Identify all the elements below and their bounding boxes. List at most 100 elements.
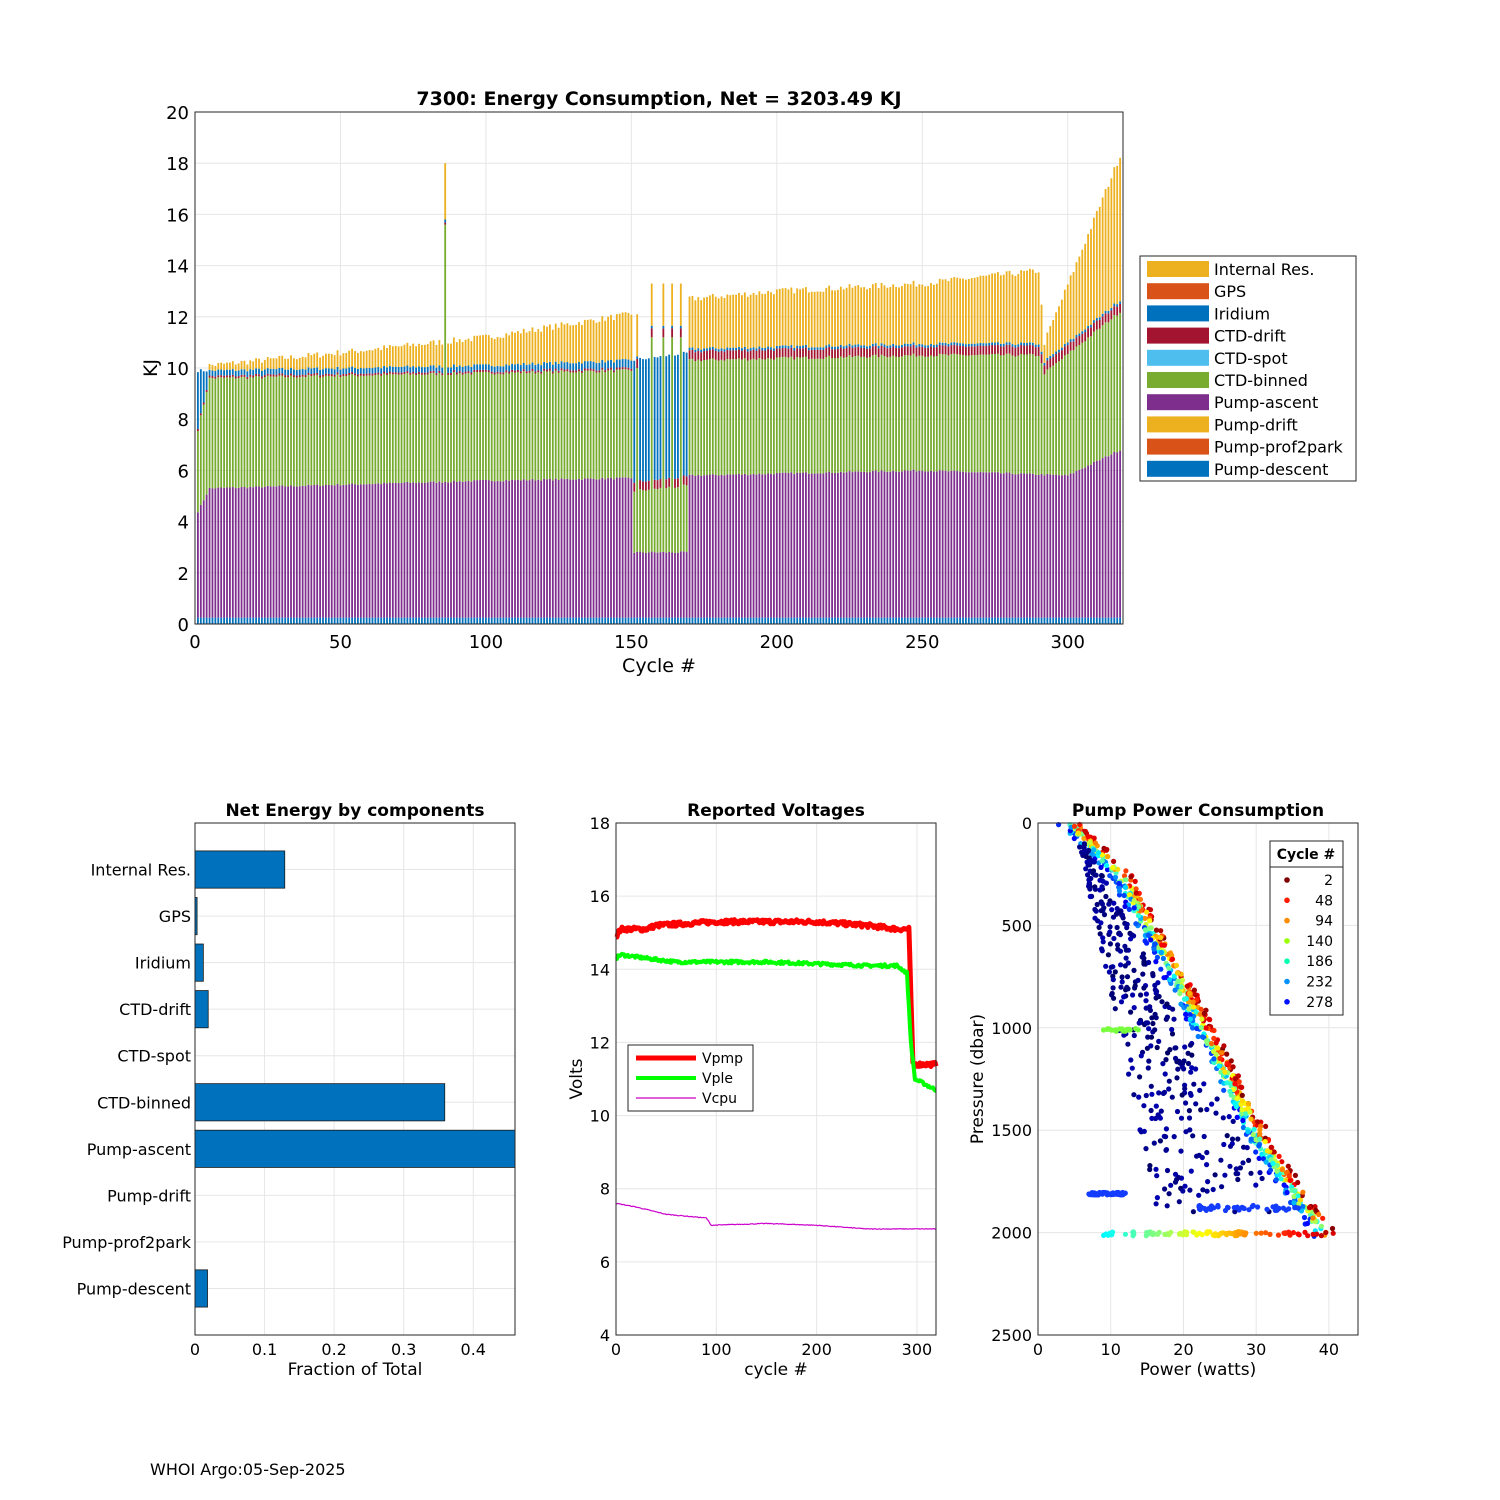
bar-ctd-drift: [999, 346, 1002, 356]
pump-scatter-point: [1081, 841, 1087, 847]
pump-xtick-label: 40: [1319, 1340, 1339, 1359]
pump-scatter-point: [1228, 1081, 1234, 1087]
pump-scatter-point: [1250, 1132, 1256, 1138]
bar-pump-descent: [252, 617, 255, 624]
bar-pump-descent: [831, 617, 833, 624]
bar-ctd-drift: [1005, 344, 1008, 354]
voltages-ytick-label: 4: [600, 1326, 610, 1345]
bar-ctd-drift: [1034, 347, 1037, 357]
bar-pump-ascent: [671, 552, 673, 618]
pump-scatter-point: [1248, 1136, 1254, 1142]
pump-scatter-point: [1224, 1080, 1230, 1086]
pump-scatter-point: [1148, 1034, 1155, 1040]
bar-ctd-drift: [985, 345, 988, 355]
bar-internal-res: [1063, 289, 1066, 344]
bar-ctd-drift: [837, 349, 839, 359]
bar-pump-ascent: [842, 472, 845, 618]
bar-iridium: [639, 357, 641, 481]
bar-iridium: [531, 362, 534, 369]
bar-pump-descent: [307, 617, 310, 624]
pump-scatter-point: [1320, 1215, 1326, 1221]
bar-internal-res: [764, 293, 767, 348]
bar-iridium: [595, 363, 598, 371]
bar-internal-res: [805, 287, 807, 345]
bar-pump-descent: [508, 617, 511, 624]
bar-iridium: [697, 348, 700, 351]
pump-scatter-point: [1240, 1124, 1246, 1131]
pump-scatter-point: [1154, 1173, 1160, 1179]
voltages-axes-box: [615, 822, 937, 1336]
pump-scatter-point: [1118, 962, 1124, 968]
bar-pump-descent: [944, 617, 947, 624]
bar-ctd-drift: [357, 374, 359, 377]
bar-internal-res: [1093, 217, 1095, 321]
components-axes-box: [194, 822, 516, 1336]
pump-scatter-point: [1112, 874, 1119, 880]
bar-pump-ascent: [839, 471, 842, 618]
pump-scatter-point: [1087, 886, 1093, 892]
bar-ctd-drift: [368, 373, 371, 376]
bar-ctd-binned: [1078, 344, 1081, 470]
bar-internal-res: [927, 286, 929, 346]
bar-pump-descent: [1104, 617, 1107, 624]
bar-internal-res: [301, 356, 304, 370]
bar-iridium: [741, 348, 743, 351]
bar-ctd-drift: [214, 376, 217, 379]
pump-scatter-point: [1206, 1016, 1212, 1022]
bar-internal-res: [493, 339, 496, 367]
bar-ctd-binned: [636, 368, 639, 552]
bar-pump-descent: [799, 617, 801, 624]
bar-ctd-drift: [714, 350, 717, 360]
bar-pump-ascent: [1029, 473, 1031, 618]
bar-iridium: [965, 344, 967, 347]
bar-pump-descent: [348, 617, 351, 624]
pump-scatter-point: [1092, 906, 1098, 913]
bar-ctd-drift: [807, 350, 810, 360]
bar-ctd-binned: [226, 377, 228, 488]
pump-scatter-point: [1142, 927, 1148, 933]
pump-scatter-point: [1137, 1074, 1143, 1080]
bar-pump-ascent: [589, 478, 592, 618]
bar-pump-descent: [1026, 617, 1028, 624]
bar-internal-res: [930, 283, 932, 344]
pump-scatter-point: [1255, 1204, 1261, 1210]
bar-ctd-drift: [310, 374, 313, 377]
pump-scatter-point: [1198, 1107, 1204, 1113]
bar-ctd-binned: [816, 358, 819, 474]
bar-iridium: [630, 360, 633, 369]
bar-internal-res: [921, 284, 924, 345]
bar-ctd-binned: [854, 356, 857, 472]
bar-ctd-drift: [755, 350, 758, 360]
bar-iridium: [854, 344, 857, 348]
bar-ctd-drift: [249, 374, 252, 377]
pump-scatter-point: [1227, 1163, 1233, 1169]
bar-iridium: [1072, 338, 1075, 342]
bar-pump-descent: [467, 617, 470, 624]
bar-pump-ascent: [1017, 474, 1020, 618]
bar-iridium: [618, 359, 621, 368]
bar-iridium: [767, 346, 769, 350]
bar-ctd-binned: [1037, 356, 1040, 475]
pump-scatter-point: [1153, 927, 1160, 933]
energy-legend-label: Pump-descent: [1214, 460, 1328, 479]
bar-pump-ascent: [642, 552, 644, 618]
bar-iridium: [1034, 344, 1037, 348]
bar-pump-descent: [551, 617, 554, 624]
bar-ctd-drift: [1023, 345, 1025, 355]
bar-pump-descent: [711, 617, 714, 624]
bar-pump-ascent: [269, 486, 272, 618]
pump-scatter-point: [1295, 1193, 1301, 1199]
bar-ctd-drift: [773, 350, 775, 360]
pump-scatter-point: [1097, 931, 1103, 937]
bar-ctd-drift: [525, 371, 528, 374]
pump-scatter-point: [1197, 1206, 1203, 1213]
bar-pump-ascent: [415, 483, 417, 618]
bar-ctd-drift: [761, 350, 764, 360]
energy-xtick-label: 150: [614, 632, 648, 653]
pump-scatter-point: [1204, 1229, 1210, 1235]
pump-scatter-point: [1193, 1009, 1199, 1015]
bar-internal-res: [732, 294, 735, 348]
bar-pump-descent: [703, 617, 705, 624]
bar-iridium: [810, 347, 813, 350]
